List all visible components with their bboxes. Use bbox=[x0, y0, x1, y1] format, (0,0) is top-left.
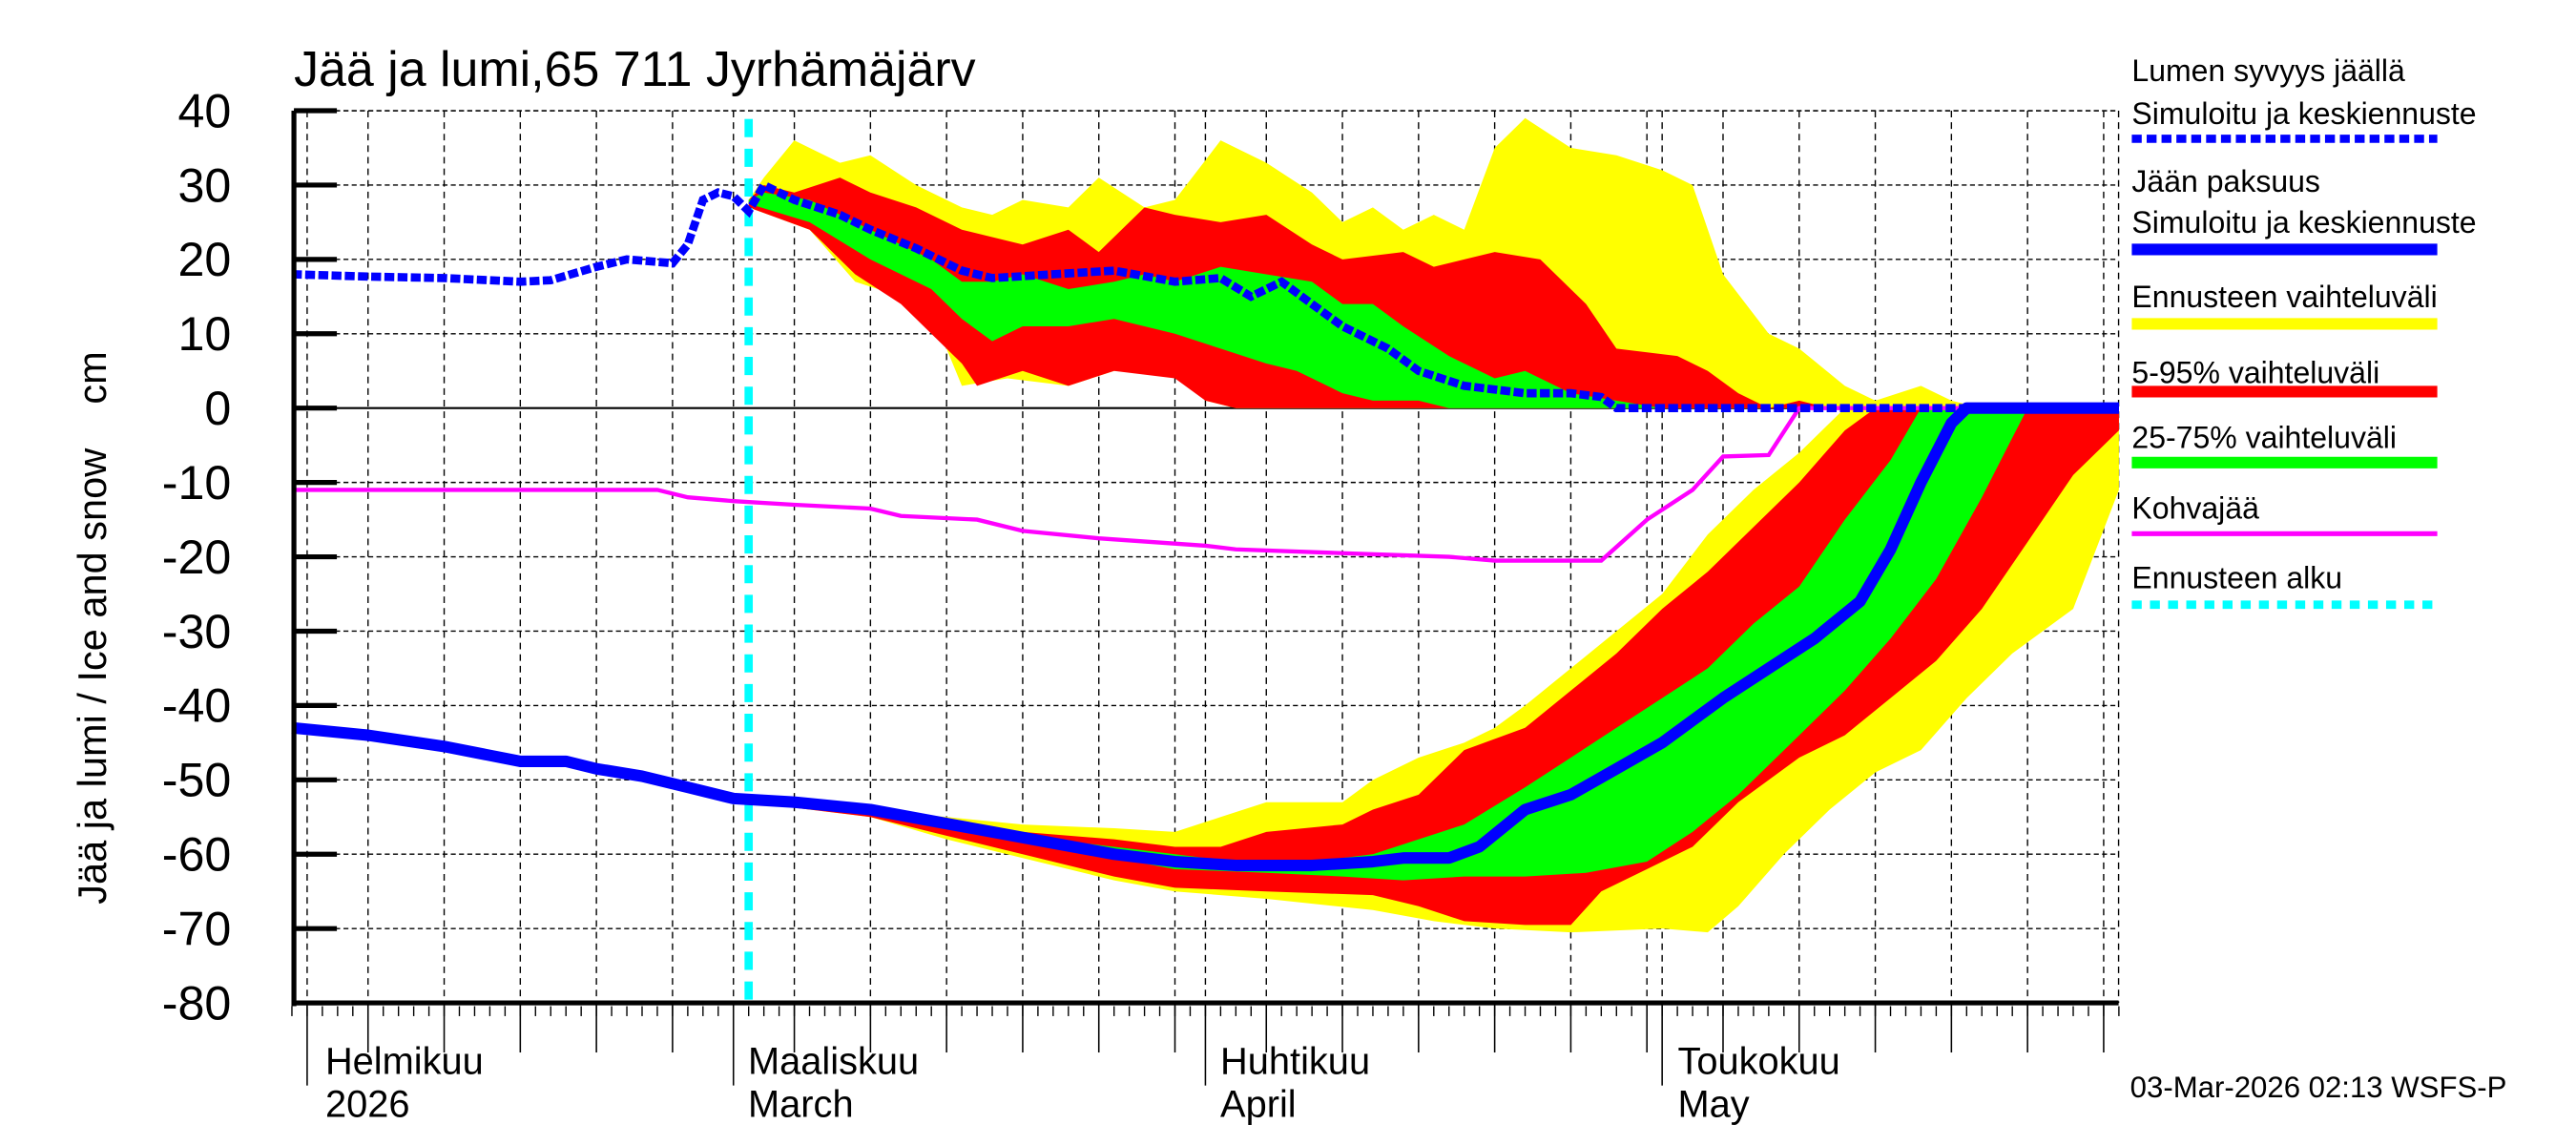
legend: Lumen syvyys jäällä Simuloitu ja keskien… bbox=[2131, 53, 2477, 610]
y-tick-label: -40 bbox=[162, 679, 232, 733]
x-label-feb-year: 2026 bbox=[325, 1084, 410, 1126]
y-tick-label: -80 bbox=[162, 976, 232, 1030]
ice-thickness-line bbox=[291, 402, 2119, 872]
y-tick-label: -20 bbox=[162, 531, 232, 584]
timestamp: 03-Mar-2026 02:13 WSFS-P bbox=[2130, 1071, 2507, 1104]
snow-depth-line bbox=[291, 179, 2119, 413]
y-tick-label: -70 bbox=[162, 902, 232, 955]
legend-p25-75-label: 25-75% vaihteluväli bbox=[2131, 420, 2397, 454]
legend-minmax-label: Ennusteen vaihteluväli bbox=[2131, 280, 2437, 314]
snow-band-25-75 bbox=[748, 192, 1663, 408]
y-tick-label: 20 bbox=[177, 233, 231, 286]
x-label-feb: Helmikuu bbox=[325, 1041, 484, 1083]
y-tick-label: 0 bbox=[204, 382, 231, 435]
y-tick-label: -60 bbox=[162, 828, 232, 882]
x-label-mar-en: March bbox=[748, 1084, 854, 1126]
y-axis-label: Jää ja lumi / Ice and snow cm bbox=[70, 351, 114, 905]
series-lines bbox=[291, 118, 2119, 1004]
kohvajaa-line bbox=[292, 406, 2119, 563]
x-label-apr: Huhtikuu bbox=[1220, 1041, 1370, 1083]
ice-band-5-95 bbox=[748, 407, 2119, 926]
y-tick-label: 30 bbox=[177, 158, 231, 212]
axes bbox=[291, 108, 2120, 1086]
chart-title: Jää ja lumi,65 711 Jyrhämäjärv bbox=[294, 42, 976, 97]
legend-kohva-label: Kohvajää bbox=[2131, 491, 2259, 526]
y-tick-label: 10 bbox=[177, 307, 231, 361]
ice-band-25-75 bbox=[748, 407, 2119, 881]
legend-snow-label2: Simuloitu ja keskiennuste bbox=[2131, 96, 2476, 131]
legend-ice-label2: Simuloitu ja keskiennuste bbox=[2131, 205, 2476, 239]
y-tick-label: 40 bbox=[177, 84, 231, 137]
y-tick-label: -30 bbox=[162, 605, 232, 658]
legend-forecast-start-label: Ennusteen alku bbox=[2131, 560, 2342, 594]
x-label-mar: Maaliskuu bbox=[748, 1041, 919, 1083]
legend-p5-95-label: 5-95% vaihteluväli bbox=[2131, 356, 2379, 390]
x-label-may-en: May bbox=[1677, 1084, 1749, 1126]
y-tick-labels: 40 30 20 10 0 -10 -20 -30 -40 -50 -60 -70 -80 bbox=[162, 84, 232, 1030]
y-tick-label: -50 bbox=[162, 754, 232, 807]
x-label-apr-en: April bbox=[1220, 1084, 1297, 1126]
legend-snow-label: Lumen syvyys jäällä bbox=[2131, 53, 2405, 88]
legend-ice-label: Jään paksuus bbox=[2131, 164, 2320, 198]
bands bbox=[748, 117, 2119, 933]
x-label-may: Toukokuu bbox=[1677, 1041, 1839, 1083]
y-tick-label: -10 bbox=[162, 456, 232, 510]
x-month-labels: Helmikuu 2026 Maaliskuu March Huhtikuu A… bbox=[325, 1041, 1840, 1126]
